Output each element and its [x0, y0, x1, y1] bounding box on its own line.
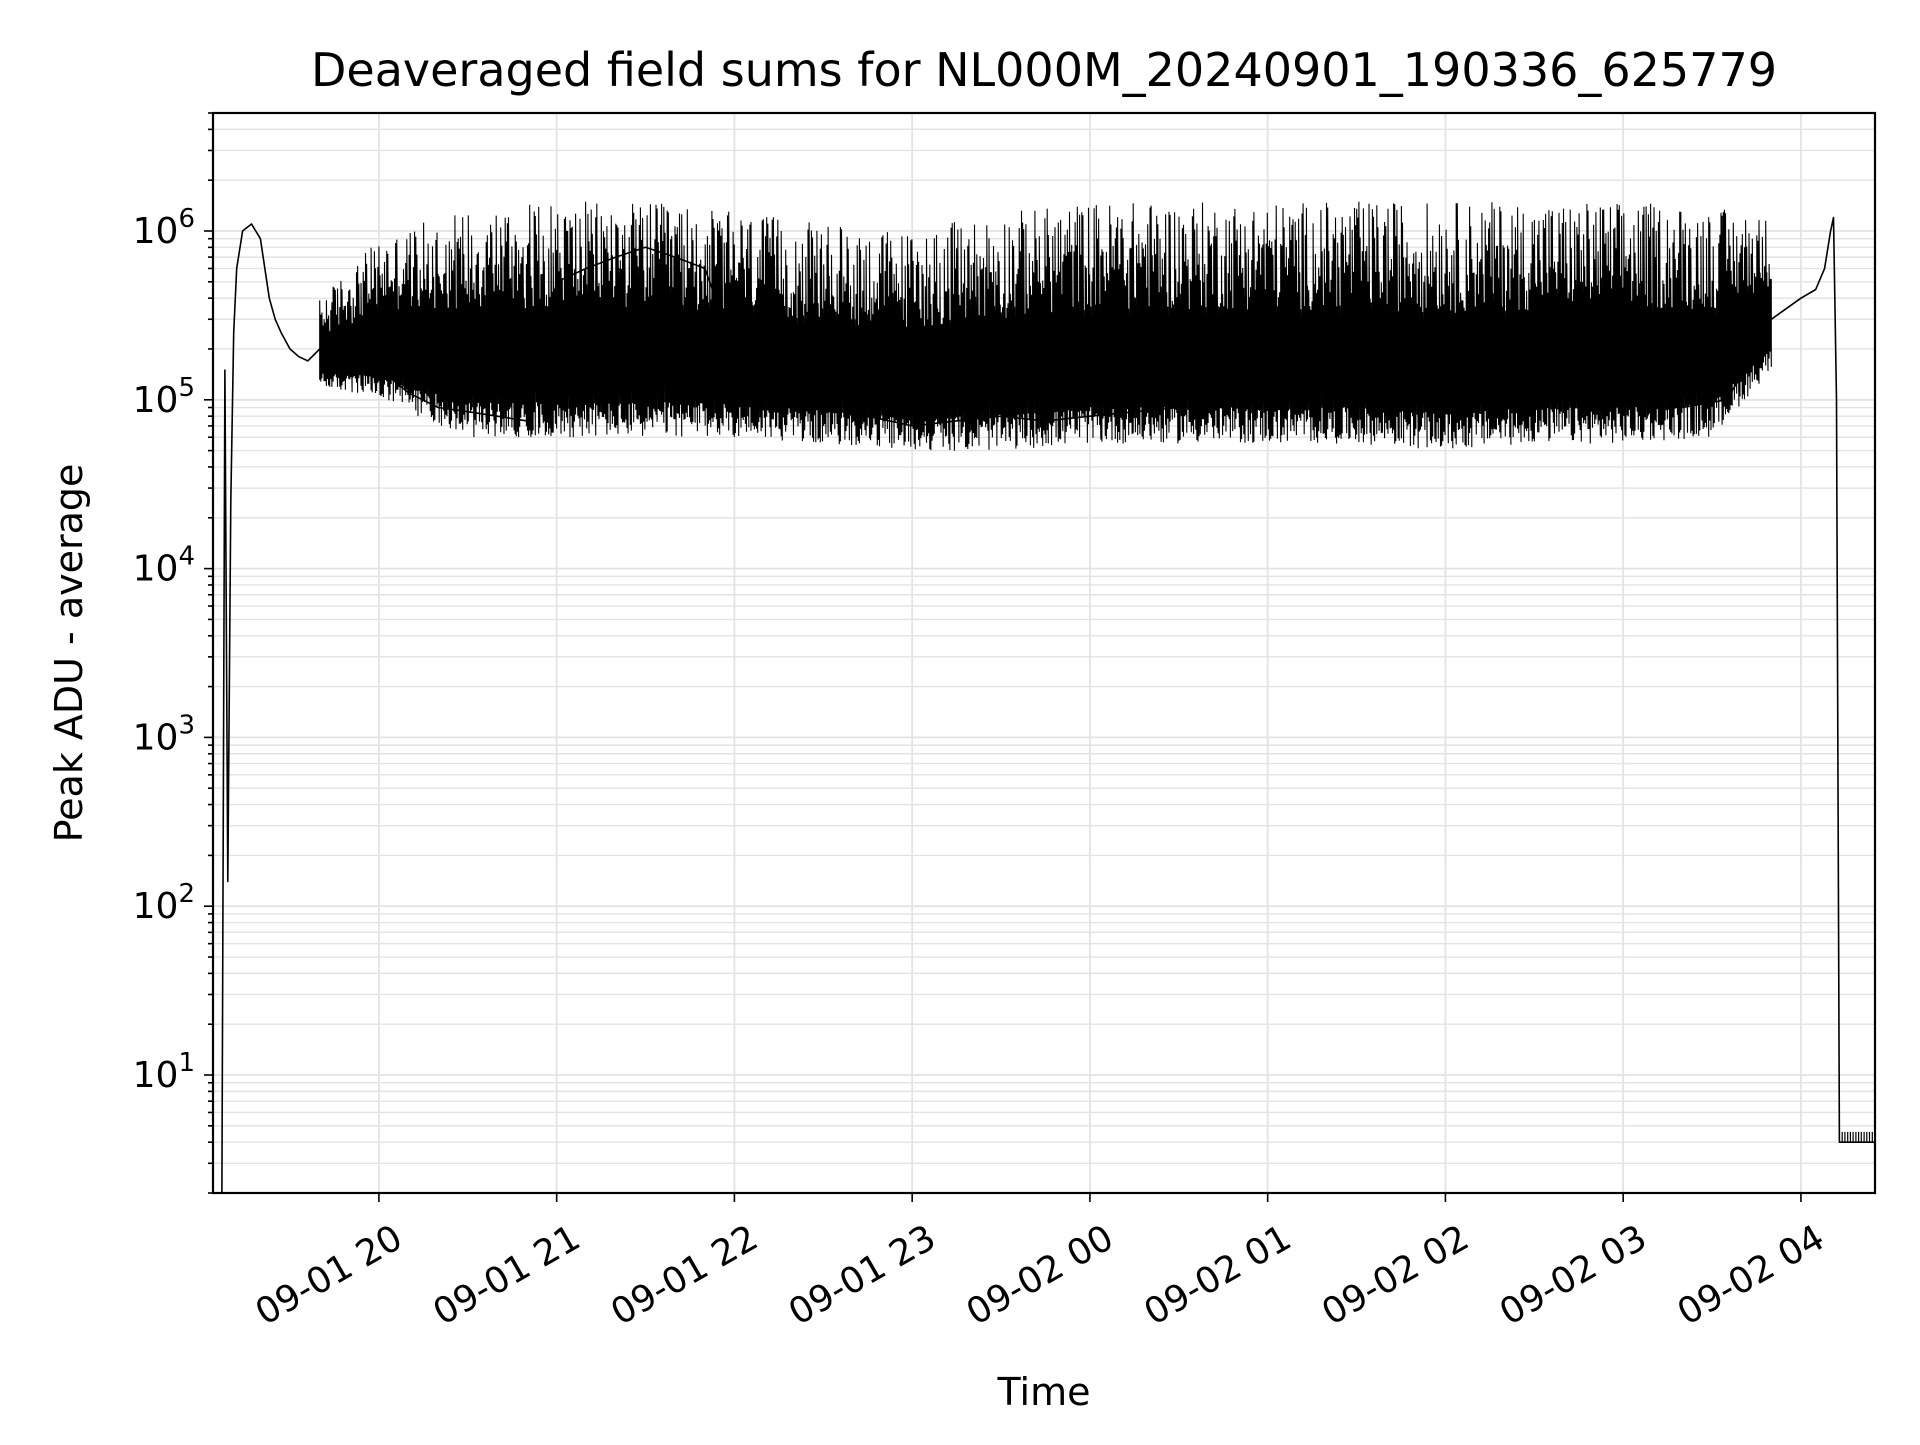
series-line: [221, 216, 1875, 1194]
series-tail: [1838, 1131, 1876, 1143]
y-tick-label: 106: [133, 204, 195, 252]
data-series: [221, 201, 1876, 1194]
plot-frame: [211, 111, 1877, 1195]
x-axis-label: Time: [997, 1370, 1091, 1414]
y-tick-label: 104: [133, 542, 195, 590]
y-tick-label: 101: [133, 1048, 195, 1096]
series-band: [319, 201, 1772, 451]
y-tick-label: 102: [133, 879, 195, 927]
y-axis-label: Peak ADU - average: [47, 464, 91, 843]
y-tick-label: 103: [133, 710, 195, 758]
y-tick-label: 105: [133, 373, 195, 421]
chart-title: Deaveraged field sums for NL000M_2024090…: [311, 43, 1777, 97]
